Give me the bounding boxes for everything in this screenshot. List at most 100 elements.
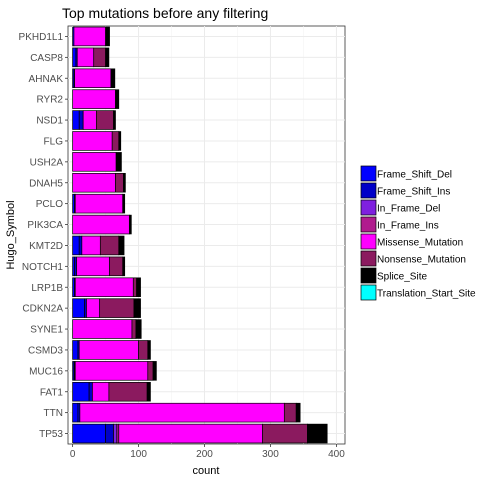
bar-segment <box>113 423 118 444</box>
y-tick-label: KMT2D <box>29 241 63 252</box>
legend-label: In_Frame_Del <box>377 204 440 215</box>
y-tick-label: DNAH5 <box>29 178 63 189</box>
bar-segment <box>78 340 139 360</box>
legend-key <box>360 165 377 182</box>
bar-segment <box>74 68 112 89</box>
bar-segment <box>111 131 120 151</box>
y-tick-label: RYR2 <box>37 95 64 106</box>
y-tick-label: PKHD1L1 <box>19 32 64 43</box>
bar-segment <box>72 423 106 444</box>
bar-segment <box>118 423 263 444</box>
y-axis-ticks: TP53 TTN FAT1 MUC16 CSMD3 SYNE1 CDKN2A LRP1B NOT… <box>19 32 68 440</box>
bar-segment <box>72 214 130 235</box>
bar-segment <box>118 235 125 256</box>
legend-key <box>360 233 377 250</box>
legend: Frame_Shift_Del Frame_Shift_Ins In_Frame_D… <box>360 165 476 301</box>
legend-key <box>360 284 377 301</box>
legend-key <box>360 199 377 216</box>
legend-label: Frame_Shift_Del <box>377 170 452 181</box>
x-axis-ticks: 0 100 200 300 400 <box>70 444 345 460</box>
bar-segment <box>72 319 133 339</box>
x-tick-label: 400 <box>328 449 345 460</box>
bar-segment <box>105 26 110 47</box>
bar-segment <box>74 361 149 381</box>
bar-segment <box>78 110 84 130</box>
y-tick-label: FAT1 <box>40 387 64 398</box>
y-tick-label: FLG <box>44 136 64 147</box>
bar-segment <box>74 193 124 214</box>
bar-segment <box>146 381 151 402</box>
bar-segment <box>138 340 149 360</box>
bars <box>72 26 328 444</box>
bar-segment <box>81 235 101 256</box>
y-tick-label: PIK3CA <box>27 220 63 231</box>
bar-segment <box>79 402 285 423</box>
chart-title: Top mutations before any filtering <box>62 5 268 21</box>
y-tick-label: USH2A <box>30 157 64 168</box>
y-tick-label: AHNAK <box>29 74 64 85</box>
legend-label: Translation_Start_Site <box>377 289 476 300</box>
y-tick-label: NOTCH1 <box>22 262 64 273</box>
bar-segment <box>99 235 120 256</box>
y-tick-label: MUC16 <box>29 366 63 377</box>
bar-segment <box>86 298 101 318</box>
bar-segment <box>152 361 157 381</box>
bar-segment <box>92 381 110 402</box>
bar-segment <box>307 423 328 444</box>
bar-segment <box>113 110 116 130</box>
bar-segment <box>110 68 116 89</box>
bar-segment <box>135 319 142 339</box>
x-tick-label: 0 <box>70 449 76 460</box>
bar-segment <box>72 298 85 318</box>
x-tick-label: 300 <box>262 449 279 460</box>
y-tick-label: LRP1B <box>31 283 63 294</box>
bar-segment <box>72 235 80 256</box>
bar-segment <box>73 26 106 47</box>
y-tick-label: CASP8 <box>30 53 63 64</box>
bar-segment <box>76 47 95 68</box>
bar-segment <box>105 423 114 444</box>
bar-segment <box>147 340 151 360</box>
bar-segment <box>72 172 116 193</box>
bar-segment <box>132 277 137 298</box>
bar-segment <box>136 277 141 298</box>
bar-segment <box>72 110 80 130</box>
bar-segment <box>295 402 301 423</box>
bar-segment <box>72 131 113 151</box>
bar-segment <box>99 298 135 318</box>
y-axis-title: Hugo_Symbol <box>5 200 17 269</box>
legend-label: Frame_Shift_Ins <box>377 187 450 198</box>
bar-segment <box>82 110 97 130</box>
x-tick-label: 100 <box>130 449 147 460</box>
y-tick-label: CDKN2A <box>22 304 63 315</box>
bar-segment <box>133 298 141 318</box>
bar-segment <box>78 235 83 256</box>
bar-segment <box>147 361 154 381</box>
legend-label: Splice_Site <box>377 272 427 283</box>
legend-key <box>360 267 377 284</box>
legend-label: Nonsense_Mutation <box>377 255 466 266</box>
bar-segment <box>74 277 134 298</box>
bar-segment <box>72 340 79 360</box>
bar-segment <box>72 381 90 402</box>
bar-segment <box>131 319 137 339</box>
bar-segment <box>262 423 308 444</box>
legend-key <box>360 182 377 199</box>
x-axis-title: count <box>193 465 220 477</box>
bar-segment <box>122 193 126 214</box>
bar-segment <box>72 47 77 68</box>
bar-segment <box>123 172 126 193</box>
bar-segment <box>115 89 120 109</box>
bar-segment <box>72 402 79 423</box>
bar-segment <box>109 256 124 277</box>
bar-segment <box>88 381 93 402</box>
bar-segment <box>122 256 126 277</box>
bar-segment <box>108 381 148 402</box>
bar-segment <box>72 152 117 172</box>
y-tick-label: TP53 <box>39 429 63 440</box>
bar-segment <box>115 152 122 172</box>
y-tick-label: SYNE1 <box>30 325 63 336</box>
legend-key <box>360 250 377 267</box>
bar-segment <box>128 214 132 235</box>
